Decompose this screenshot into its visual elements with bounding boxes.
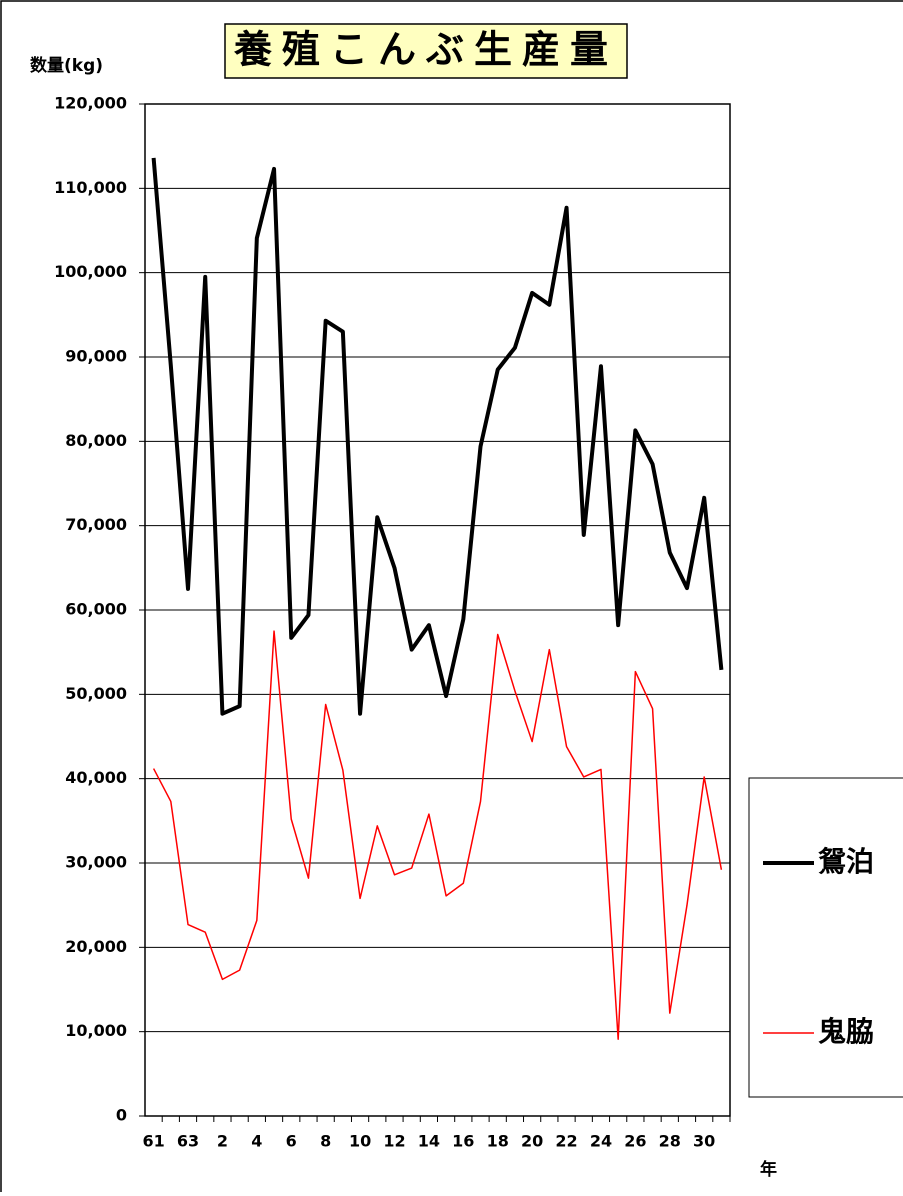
y-tick-label: 120,000 <box>54 94 127 113</box>
x-tick-label: 8 <box>320 1132 331 1151</box>
y-tick-label: 50,000 <box>65 684 127 703</box>
y-tick-label: 70,000 <box>65 515 127 534</box>
x-tick-label: 26 <box>624 1132 646 1151</box>
y-tick-label: 110,000 <box>54 178 127 197</box>
x-tick-label: 16 <box>452 1132 474 1151</box>
x-tick-label: 2 <box>217 1132 228 1151</box>
x-axis-label: 年 <box>760 1159 777 1180</box>
x-tick-label: 10 <box>349 1132 371 1151</box>
x-tick-label: 6 <box>286 1132 297 1151</box>
y-tick-label: 60,000 <box>65 600 127 619</box>
y-tick-label: 0 <box>116 1106 127 1125</box>
legend-label: 鴛泊 <box>818 845 874 878</box>
y-tick-label: 90,000 <box>65 347 127 366</box>
x-tick-label: 18 <box>487 1132 509 1151</box>
x-tick-label: 30 <box>693 1132 715 1151</box>
title-box <box>224 23 628 79</box>
x-tick-label: 22 <box>555 1132 577 1151</box>
x-tick-label: 20 <box>521 1132 543 1151</box>
x-tick-label: 24 <box>590 1132 612 1151</box>
series-line <box>151 157 724 716</box>
x-tick-label: 63 <box>177 1132 199 1151</box>
x-tick-label: 4 <box>251 1132 262 1151</box>
series-line <box>152 630 723 1041</box>
y-tick-label: 40,000 <box>65 768 127 787</box>
y-tick-label: 80,000 <box>65 431 127 450</box>
y-axis-label: 数量(kg) <box>30 55 103 76</box>
chart-title: 養殖こんぶ生産量 <box>234 28 618 72</box>
x-tick-label: 28 <box>659 1132 681 1151</box>
y-tick-label: 10,000 <box>65 1021 127 1040</box>
y-tick-label: 20,000 <box>65 937 127 956</box>
legend-label: 鬼脇 <box>818 1015 874 1048</box>
legend-box <box>748 777 903 1098</box>
y-tick-label: 100,000 <box>54 262 127 281</box>
y-tick-label: 30,000 <box>65 853 127 872</box>
x-tick-label: 14 <box>418 1132 440 1151</box>
x-tick-label: 12 <box>383 1132 405 1151</box>
x-tick-label: 61 <box>142 1132 164 1151</box>
